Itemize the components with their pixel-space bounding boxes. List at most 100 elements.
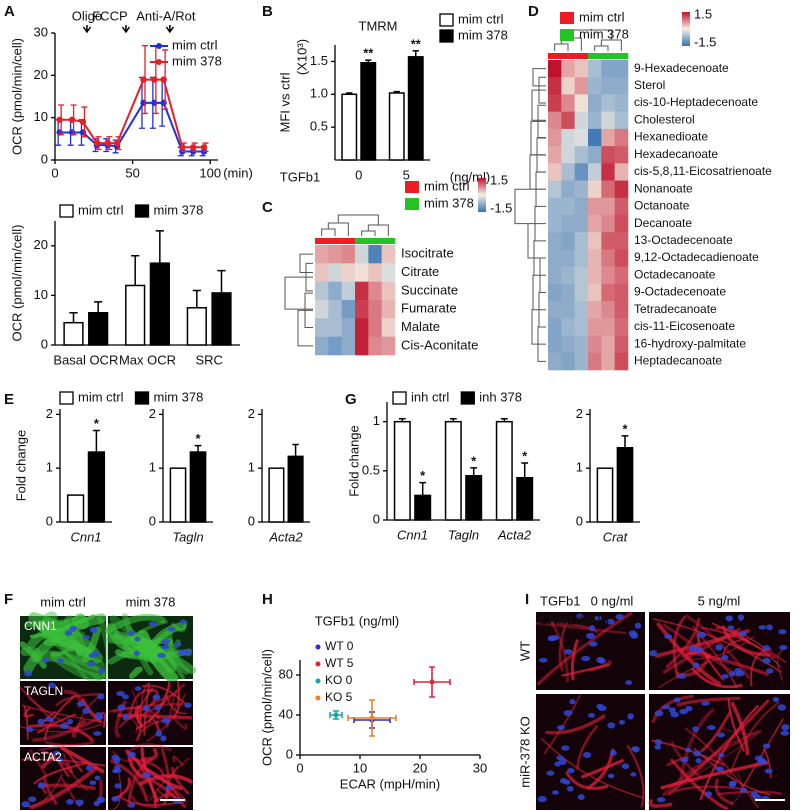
error-bar [194, 444, 202, 453]
x-tick-label: 30 [473, 760, 487, 775]
x-tick-label: Max OCR [119, 352, 176, 367]
legend-label: mim ctrl [78, 202, 124, 217]
nucleus [625, 680, 633, 685]
cell-stain [536, 611, 633, 686]
panel-label: B [262, 3, 273, 20]
x-tick-label: 5 [403, 167, 410, 182]
data-point [179, 144, 186, 151]
cell-stain [776, 648, 786, 681]
row-label: CNN1 [24, 619, 57, 633]
heatmap-cell [574, 94, 589, 112]
heatmap-cell [574, 335, 589, 354]
heatmap-cell [548, 94, 562, 112]
cell-stain [581, 759, 624, 779]
cell-stain [729, 701, 780, 776]
stain-label: CNN1 [539, 612, 574, 627]
heatmap-cell [574, 128, 589, 147]
legend-swatch [315, 678, 321, 684]
heatmap-cell [574, 352, 589, 371]
heatmap-cell [368, 336, 382, 356]
data-point [333, 712, 339, 718]
row-label: Cholesterol [634, 112, 695, 126]
micrograph [536, 611, 645, 690]
y-tick-label: 0 [41, 336, 48, 351]
bar [465, 475, 483, 521]
y-tick-label: 2 [248, 406, 255, 421]
heatmap-cell [574, 146, 589, 164]
nucleus [582, 751, 592, 759]
heatmap-cell [574, 111, 589, 130]
nucleus [765, 668, 774, 674]
significance: * [522, 448, 528, 463]
nucleus [762, 743, 771, 749]
significance: ** [411, 36, 422, 51]
nucleus [142, 772, 152, 778]
nucleus [739, 631, 747, 637]
nucleus [37, 718, 45, 725]
heatmap-cell [614, 77, 629, 95]
nucleus [607, 722, 616, 729]
error-bar [131, 254, 140, 286]
heatmap-cell [614, 111, 629, 130]
cell-stain [685, 614, 750, 680]
cell-stain [50, 651, 101, 683]
heatmap-cell [574, 283, 589, 302]
bar [393, 420, 411, 521]
heatmap-cell [601, 352, 615, 371]
y-tick-label: 0.5 [310, 119, 328, 134]
nucleus [172, 798, 182, 805]
legend-swatch [315, 661, 321, 667]
cell-stain [727, 698, 745, 752]
heatmap-cell [328, 245, 342, 264]
heatmap-cell [601, 77, 615, 95]
x-tick-label: Cnn1 [397, 527, 428, 542]
heatmap-cell [614, 146, 629, 164]
heatmap-cell [601, 146, 615, 164]
nucleus [117, 704, 126, 711]
bar [169, 467, 187, 523]
y-tick-label: 1 [248, 460, 255, 475]
dendrogram [514, 29, 622, 362]
nucleus [684, 747, 692, 753]
cell-stain [676, 696, 741, 707]
bar [125, 284, 146, 346]
annotation-arrow [82, 25, 92, 34]
nucleus [111, 795, 120, 802]
nucleus [649, 650, 658, 657]
bar [444, 420, 462, 521]
heatmap-cell [548, 215, 562, 233]
row-label: Hexadecanoate [634, 147, 718, 161]
heatmap-cell [588, 111, 602, 130]
nucleus [697, 631, 707, 638]
legend-swatch [460, 391, 475, 405]
row-label: Sterol [634, 78, 665, 92]
x-tick-label: Cnn1 [70, 529, 101, 544]
legend-label: mim ctrl [458, 11, 504, 26]
row-label: miR-378 KO [517, 716, 532, 788]
heatmap-cell [574, 266, 589, 285]
nucleus [161, 717, 171, 724]
heatmap-cell [574, 163, 589, 181]
nucleus [780, 730, 790, 736]
nucleus [721, 674, 729, 679]
panel-label: C [262, 199, 273, 216]
heatmap-cell [601, 60, 615, 78]
nucleus [96, 693, 105, 700]
legend-swatch [315, 644, 321, 650]
cell-stain [27, 774, 63, 808]
nucleus [679, 708, 688, 715]
y-axis-unit: (X10³) [294, 39, 309, 75]
nucleus [692, 726, 699, 732]
nucleus [680, 757, 689, 763]
nucleus [89, 780, 97, 785]
heatmap-cell [561, 335, 575, 354]
nucleus [48, 682, 56, 689]
x-tick-label: Basal OCR [53, 352, 118, 367]
x-tick-label: SRC [195, 352, 222, 367]
heatmap-cell [548, 232, 562, 250]
heatmap-cell [574, 215, 589, 233]
nucleus [673, 697, 681, 703]
nucleus [777, 704, 786, 711]
row-label: cis-11-Eicosenoate [634, 319, 735, 333]
nucleus [781, 724, 790, 731]
